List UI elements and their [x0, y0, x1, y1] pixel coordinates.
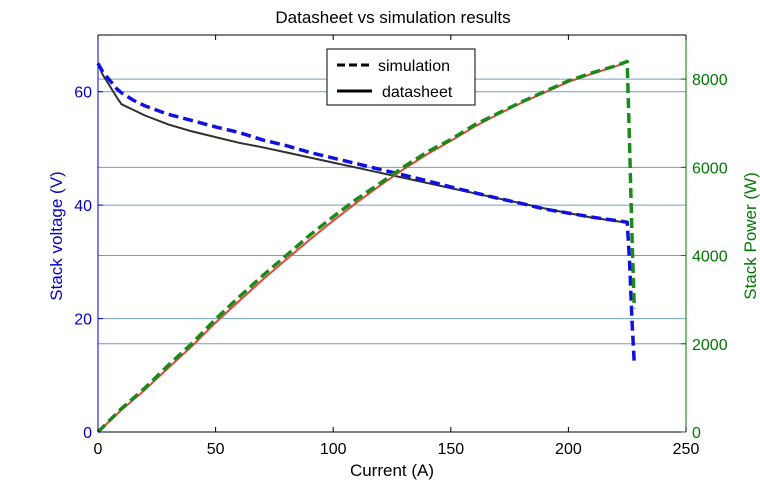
x-axis-label: Current (A) — [350, 461, 434, 480]
legend: simulation datasheet — [326, 48, 476, 106]
y-left-tick-label: 20 — [74, 312, 92, 329]
axes — [97, 34, 687, 433]
legend-label-simulation: simulation — [378, 58, 450, 75]
x-tick-label: 50 — [207, 441, 225, 458]
y-right-tick-label: 8000 — [692, 72, 728, 89]
legend-box — [326, 48, 476, 106]
x-tick-label: 200 — [555, 441, 582, 458]
x-tick-label: 150 — [437, 441, 464, 458]
y-left-tick-label: 60 — [74, 85, 92, 102]
x-tick-label: 100 — [320, 441, 347, 458]
chart-title: Datasheet vs simulation results — [275, 8, 510, 27]
series-power-datasheet — [97, 61, 628, 433]
y-right-tick-label: 4000 — [692, 249, 728, 266]
legend-label-datasheet: datasheet — [382, 84, 453, 101]
series-power-simulation — [96, 59, 637, 434]
y-right-tick-label: 2000 — [692, 337, 728, 354]
x-tick-label: 0 — [94, 441, 103, 458]
series-voltage-simulation — [96, 62, 637, 364]
series-layer — [96, 59, 637, 434]
y-left-tick-label: 0 — [83, 425, 92, 442]
x-tick-label: 250 — [673, 441, 700, 458]
y-left-tick-label: 40 — [74, 198, 92, 215]
y-right-tick-label: 0 — [692, 425, 701, 442]
y-right-tick-label: 6000 — [692, 160, 728, 177]
y-left-axis-label: Stack voltage (V) — [47, 171, 66, 300]
y-right-axis-label: Stack Power (W) — [741, 172, 760, 300]
